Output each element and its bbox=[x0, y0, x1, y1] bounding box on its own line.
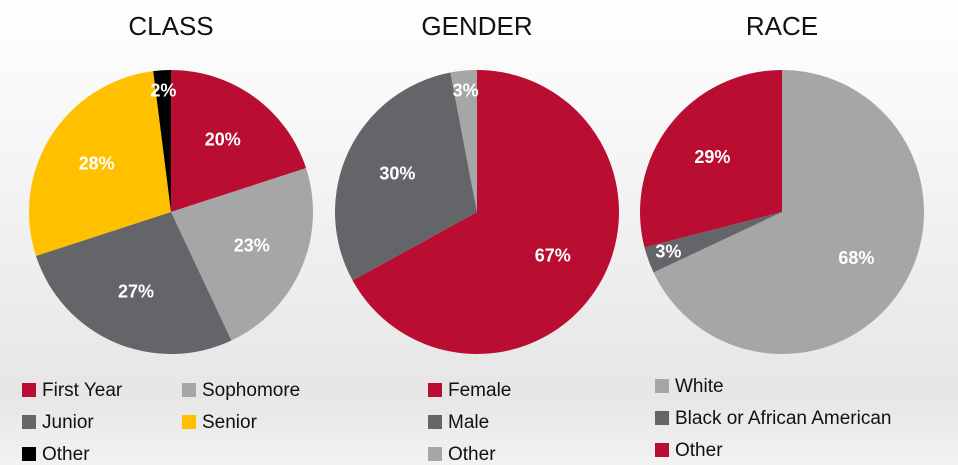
legend-swatch bbox=[655, 443, 669, 457]
data-label: 67% bbox=[535, 246, 571, 266]
legend-swatch bbox=[22, 383, 36, 397]
legend-label: Senior bbox=[202, 412, 258, 433]
legend-label: Black or African American bbox=[675, 408, 891, 429]
legend-label: Sophomore bbox=[202, 380, 300, 401]
legend-swatch bbox=[182, 415, 196, 429]
pie-slice bbox=[153, 70, 171, 212]
data-label: 23% bbox=[234, 236, 270, 256]
data-label: 30% bbox=[379, 163, 415, 183]
legend-swatch bbox=[428, 383, 442, 397]
legend-label: Male bbox=[448, 412, 489, 433]
pie-slice bbox=[35, 212, 232, 355]
data-label: 20% bbox=[205, 130, 241, 150]
legend-swatch bbox=[22, 447, 36, 461]
legend-swatch bbox=[428, 447, 442, 461]
legend-swatch bbox=[182, 383, 196, 397]
data-label: 27% bbox=[118, 282, 154, 302]
chart-title: RACE bbox=[746, 11, 818, 41]
legend-label: Other bbox=[675, 440, 723, 461]
data-label: 3% bbox=[655, 242, 681, 262]
data-label: 68% bbox=[838, 248, 874, 268]
data-label: 2% bbox=[150, 80, 176, 100]
legend-label: White bbox=[675, 376, 724, 397]
legend-label: Female bbox=[448, 380, 511, 401]
data-label: 28% bbox=[79, 154, 115, 174]
legend-label: Other bbox=[448, 444, 496, 465]
pie-slice bbox=[639, 70, 782, 248]
legend-swatch bbox=[655, 411, 669, 425]
pie-slice bbox=[171, 70, 307, 212]
pie-slice bbox=[644, 212, 782, 273]
pie-slice bbox=[653, 70, 924, 354]
pie-slice bbox=[335, 72, 477, 281]
chart-title: CLASS bbox=[128, 11, 213, 41]
legend-swatch bbox=[22, 415, 36, 429]
pie-slice bbox=[352, 70, 619, 354]
legend-label: Junior bbox=[42, 412, 94, 433]
legend-label: First Year bbox=[42, 380, 123, 401]
data-label: 29% bbox=[694, 147, 730, 167]
legend-swatch bbox=[655, 379, 669, 393]
legend-swatch bbox=[428, 415, 442, 429]
pie-slice bbox=[28, 71, 171, 256]
chart-title: GENDER bbox=[421, 11, 532, 41]
legend-label: Other bbox=[42, 444, 90, 465]
data-label: 3% bbox=[453, 81, 479, 101]
pie-slice bbox=[171, 168, 314, 341]
pie-slice bbox=[450, 70, 477, 212]
